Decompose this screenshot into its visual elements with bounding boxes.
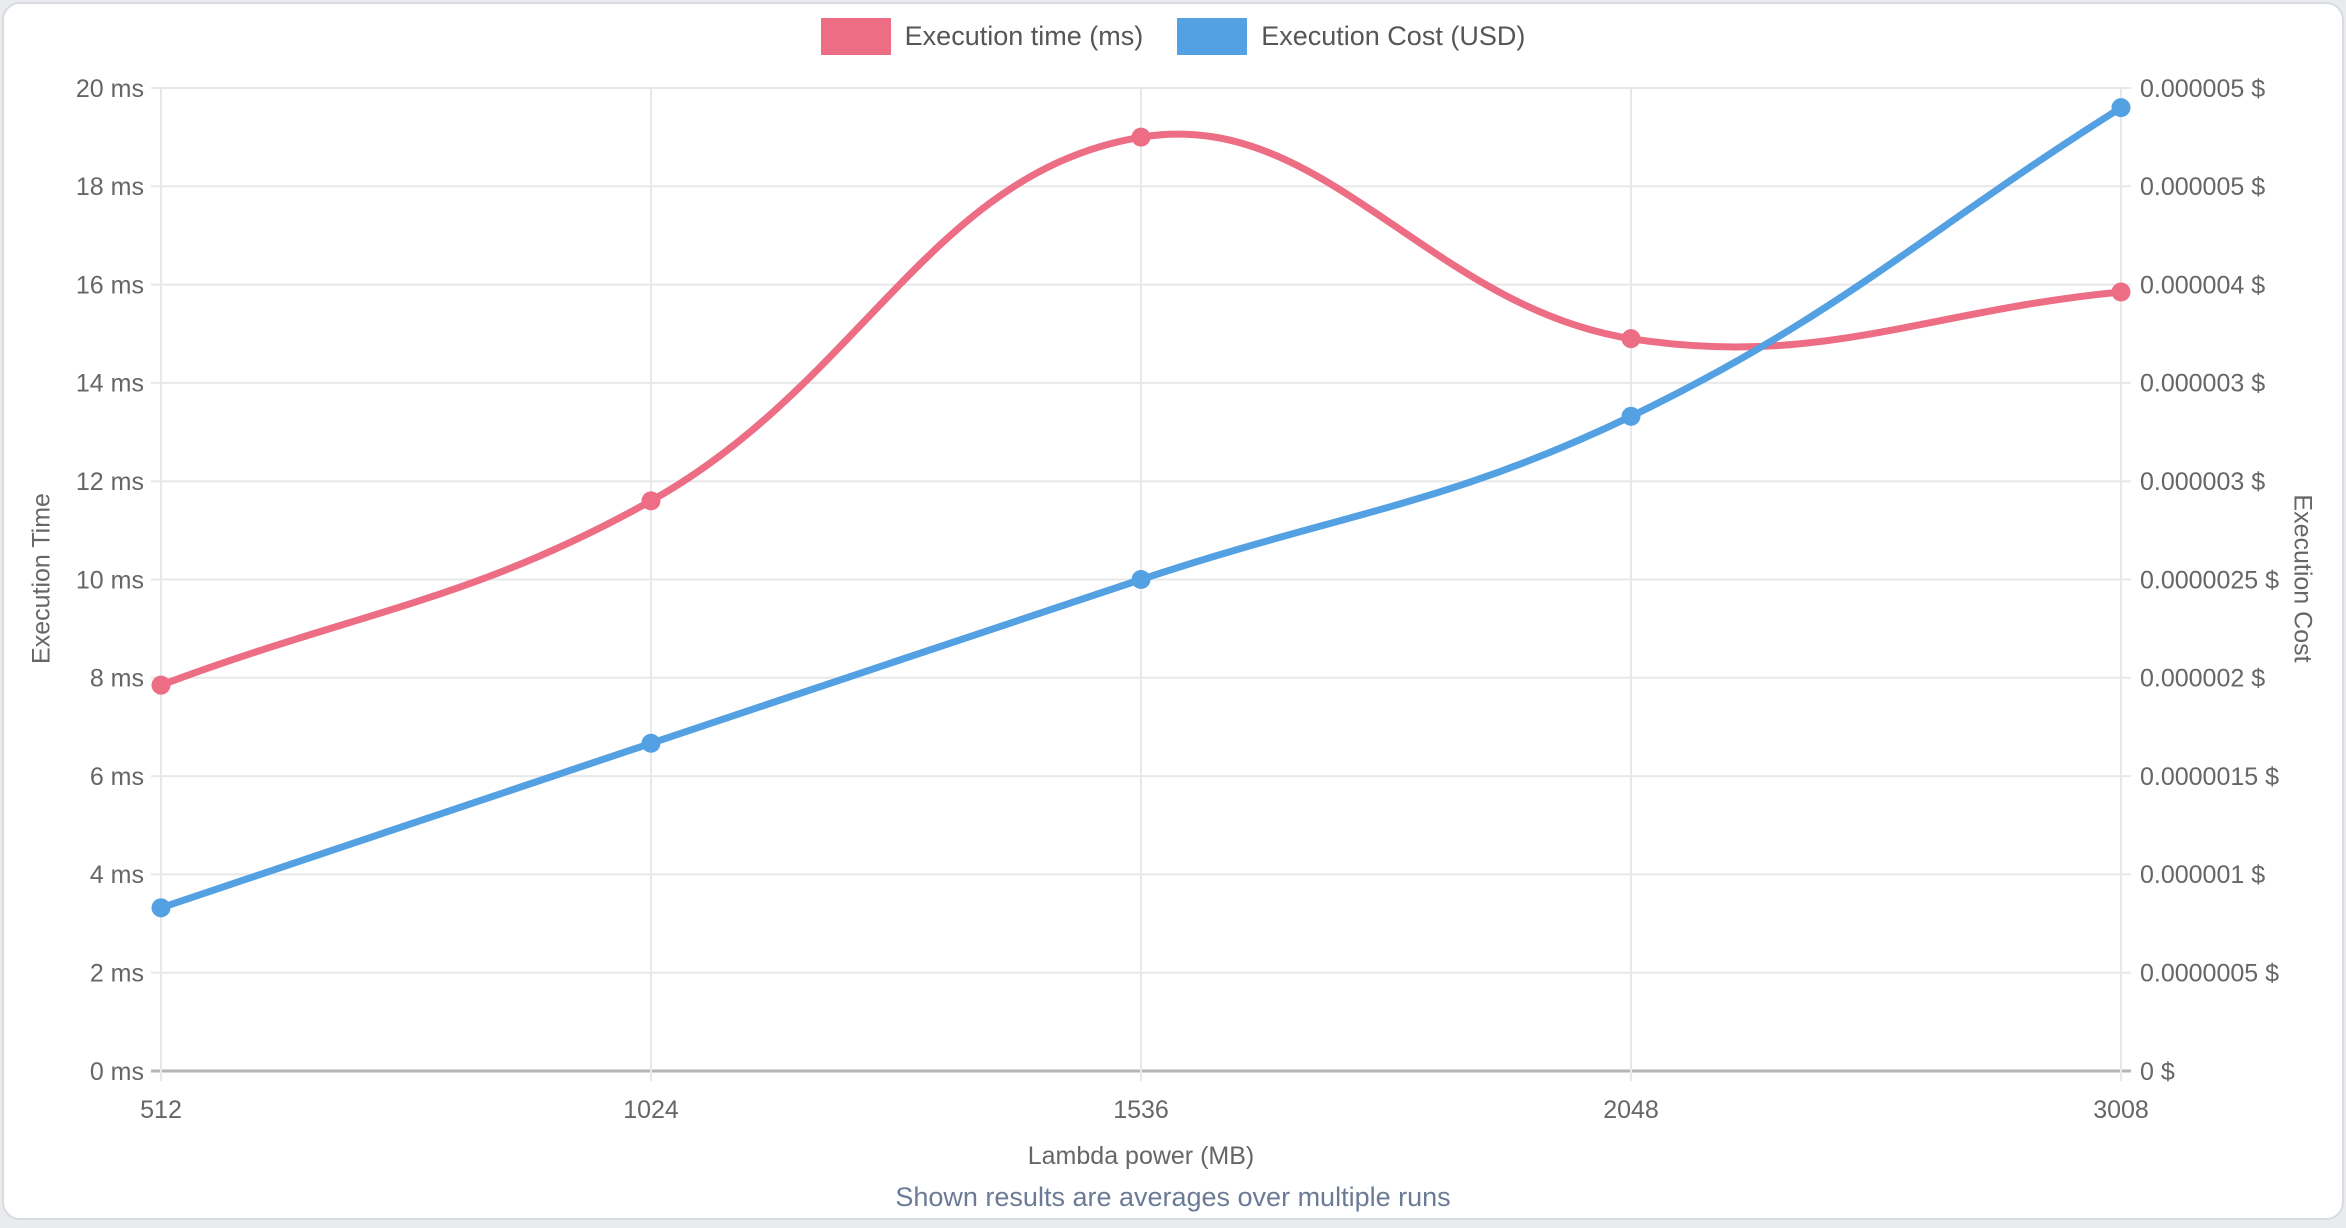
y-left-tick-label: 2 ms: [90, 959, 144, 987]
y-right-tick-label: 0.000005 $: [2140, 173, 2265, 201]
x-tick-label: 1024: [623, 1096, 679, 1124]
legend-swatch-execution-time: [820, 18, 891, 55]
y-left-tick-label: 0 ms: [90, 1058, 144, 1086]
chart-canvas[interactable]: 20 ms 18 ms 16 ms 14 ms 12 ms 10 ms 8 ms 6 ms 4 …: [4, 4, 2344, 1220]
y-axis-title-right: Execution Cost: [2288, 494, 2317, 663]
y-left-tick-label: 6 ms: [90, 763, 144, 791]
x-tick-label: 3008: [2093, 1096, 2149, 1124]
y-right-tick-label: 0.000001 $: [2140, 861, 2265, 889]
data-point-execution-cost-usd-3008[interactable]: [2111, 98, 2131, 118]
data-point-execution-time-ms-1024[interactable]: [641, 491, 661, 511]
y-right-tick-label: 0.000004 $: [2140, 271, 2265, 299]
y-left-tick-label: 16 ms: [76, 271, 144, 299]
x-tick-label: 512: [140, 1096, 182, 1124]
tick-labels: 20 ms 18 ms 16 ms 14 ms 12 ms 10 ms 8 ms 6 ms 4 …: [76, 75, 2279, 1124]
chart-legend: Execution time (ms) Execution Cost (USD): [4, 18, 2342, 55]
y-right-tick-label: 0.000002 $: [2140, 665, 2265, 693]
y-left-tick-label: 12 ms: [76, 468, 144, 496]
series-points: [151, 98, 2131, 918]
data-point-execution-time-ms-512[interactable]: [151, 675, 171, 695]
y-left-tick-label: 20 ms: [76, 75, 144, 103]
y-right-tick-label: 0.000003 $: [2140, 468, 2265, 496]
y-left-tick-label: 14 ms: [76, 370, 144, 398]
data-point-execution-cost-usd-1024[interactable]: [641, 733, 661, 753]
legend-swatch-execution-cost: [1177, 18, 1248, 55]
legend-label: Execution Cost (USD): [1261, 21, 1526, 51]
x-tick-label: 1536: [1113, 1096, 1169, 1124]
data-point-execution-cost-usd-1536[interactable]: [1131, 570, 1151, 589]
note-text: Shown results are averages over multiple…: [895, 1182, 1451, 1212]
y-right-tick-label: 0.000003 $: [2140, 370, 2265, 398]
x-axis-title: Lambda power (MB): [1027, 1142, 1255, 1170]
data-point-execution-time-ms-1536[interactable]: [1131, 127, 1151, 147]
y-left-tick-label: 18 ms: [76, 173, 144, 201]
data-point-execution-cost-usd-512[interactable]: [151, 898, 171, 918]
x-tick-label: 2048: [1603, 1096, 1659, 1124]
y-left-tick-label: 4 ms: [90, 861, 144, 889]
y-right-tick-label: 0.0000025 $: [2140, 566, 2279, 594]
y-right-tick-label: 0 $: [2140, 1058, 2175, 1086]
y-right-tick-label: 0.0000005 $: [2140, 959, 2279, 987]
data-point-execution-time-ms-3008[interactable]: [2111, 282, 2131, 302]
legend-label: Execution time (ms): [904, 21, 1144, 51]
y-right-tick-label: 0.0000015 $: [2140, 763, 2279, 791]
legend-item-execution-cost[interactable]: Execution Cost (USD): [1177, 18, 1525, 55]
y-right-tick-label: 0.000005 $: [2140, 75, 2265, 103]
y-left-tick-label: 10 ms: [76, 566, 144, 594]
data-point-execution-time-ms-2048[interactable]: [1621, 329, 1641, 349]
y-left-tick-label: 8 ms: [90, 665, 144, 693]
data-point-execution-cost-usd-2048[interactable]: [1621, 406, 1641, 426]
legend-item-execution-time[interactable]: Execution time (ms): [820, 18, 1144, 55]
y-axis-title-left: Execution Time: [27, 493, 56, 664]
